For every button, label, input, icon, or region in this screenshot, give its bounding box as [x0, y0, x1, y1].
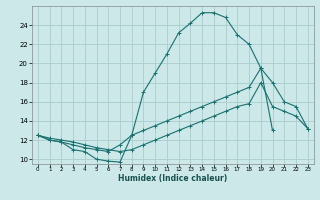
X-axis label: Humidex (Indice chaleur): Humidex (Indice chaleur): [118, 174, 228, 183]
